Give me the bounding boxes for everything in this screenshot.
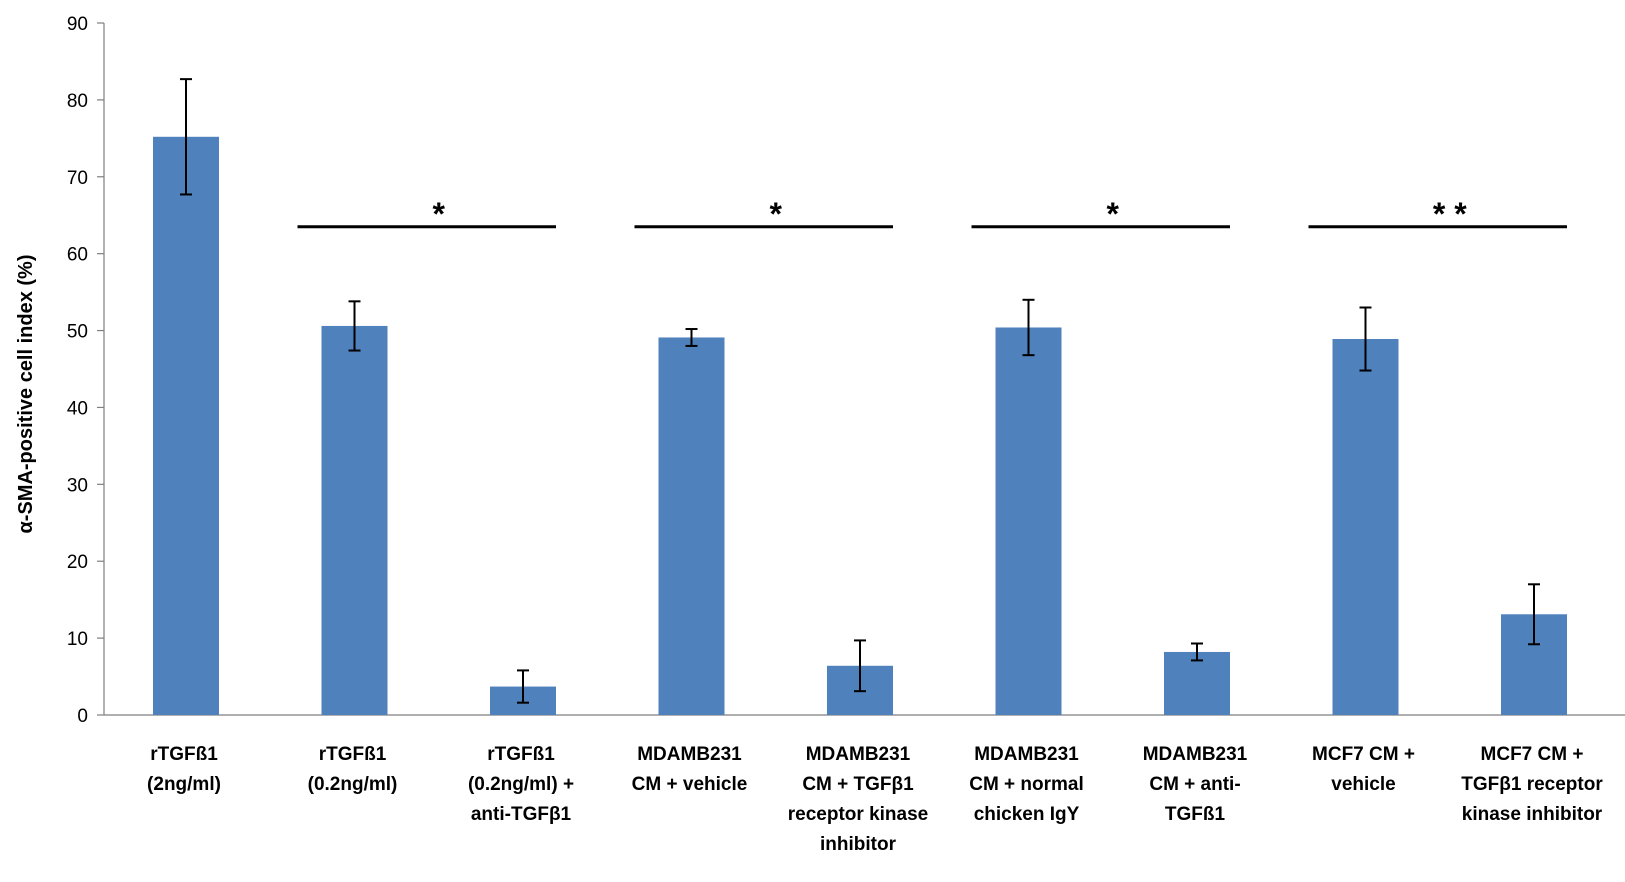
bar [995,327,1062,715]
error-bar [854,639,866,693]
x-axis-labels: rTGFß1 (2ng/ml) rTGFß1 (0.2ng/ml) rTGFß1 (0.2… [147,744,1603,855]
bar [1332,339,1399,715]
error-bars [180,78,1540,704]
y-tick-label: 50 [67,322,88,343]
error-bar [180,78,192,196]
significance-marker: * [433,196,446,232]
error-bar [348,300,361,352]
y-tick-label: 10 [67,629,88,650]
y-tick-label: 0 [77,706,88,727]
bar [658,337,725,715]
error-bar [1528,583,1540,646]
x-category-label: MDAMB231 CM + anti-TGFß1 [1143,744,1248,825]
y-tick-label: 80 [67,91,88,112]
y-tick-label: 40 [67,398,88,419]
y-tick-label: 30 [67,475,88,496]
x-category-label: MDAMB231 CM + normal chicken IgY [969,744,1084,825]
y-tick-label: 90 [67,14,88,35]
bar [321,325,388,715]
significance-bracket: * [971,196,1230,232]
significance-bracket: * [297,196,556,232]
x-category-label: MDAMB231 CM + vehicle [632,744,748,795]
bar [153,136,219,716]
error-bar [1022,298,1035,357]
error-bar [1359,306,1372,372]
bar [1164,651,1230,715]
y-tick-label: 20 [67,552,88,573]
significance-marker: * * [1433,196,1467,232]
bars [153,136,1567,716]
x-category-label: MDAMB231 CM + TGFβ1 receptor kinase inhibit… [788,744,928,855]
significance-bracket: * * [1308,196,1567,232]
y-axis-label: α-SMA-positive cell index (%) [15,254,37,533]
y-tick-label: 60 [67,245,88,266]
error-bar [1191,642,1203,662]
significance-marker: * [770,196,783,232]
significance-marker: * [1107,196,1120,232]
x-category-label: rTGFß1 (0.2ng/ml) [308,744,398,795]
x-category-label: MCF7 CM + TGFβ1 receptor kinase inhibitor [1461,744,1603,825]
error-bar [517,669,529,704]
error-bar [685,328,698,347]
significance-bracket: * [634,196,893,232]
significance-annotations: * * * * * [297,196,1567,232]
x-category-label: rTGFß1 (2ng/ml) [147,744,221,795]
x-category-label: rTGFß1 (0.2ng/ml) + anti-TGFβ1 [468,744,574,825]
x-category-label: MCF7 CM + vehicle [1312,744,1415,795]
y-tick-label: 70 [67,168,88,189]
